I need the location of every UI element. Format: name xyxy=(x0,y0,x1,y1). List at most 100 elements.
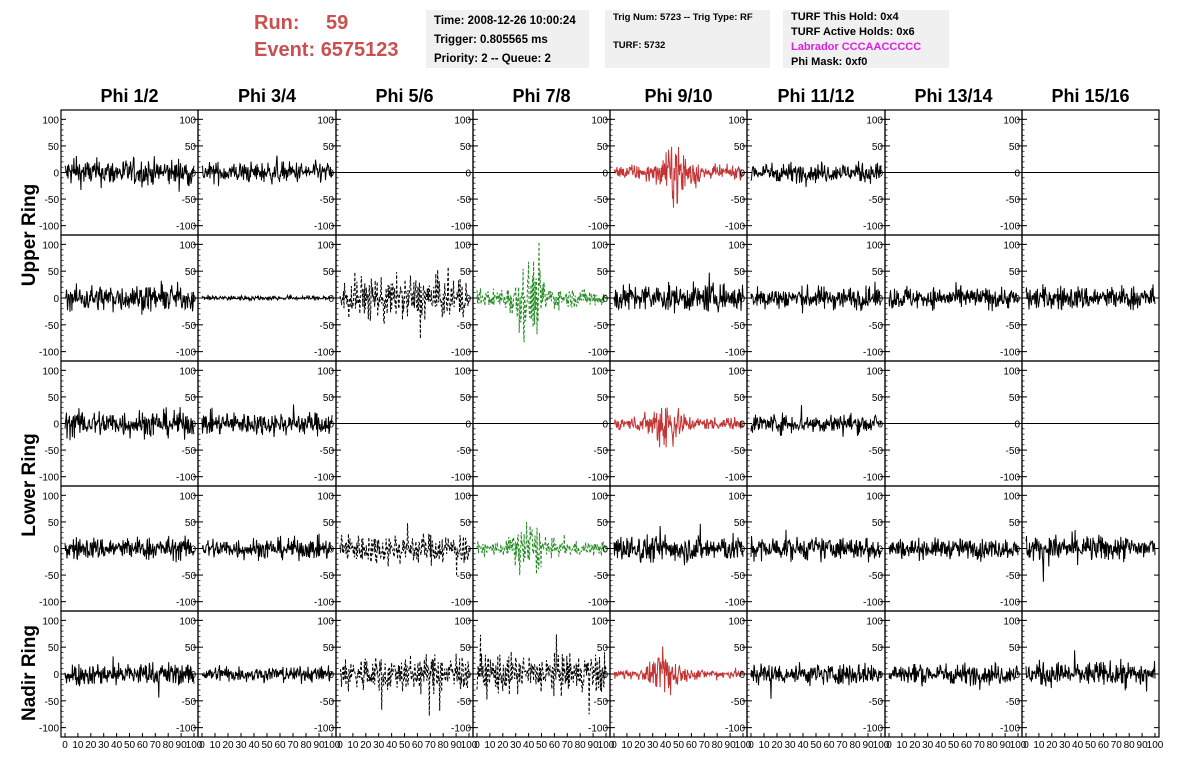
x-tick-label: 90 xyxy=(1000,740,1012,751)
y-tick-label: 50 xyxy=(460,393,472,404)
x-tick-label: 60 xyxy=(686,740,698,751)
x-tick-label: 60 xyxy=(274,740,286,751)
labrador-text: Labrador CCCAACCCCC xyxy=(791,41,922,53)
y-tick-label: -50 xyxy=(457,195,472,206)
y-tick-label: -50 xyxy=(182,321,197,332)
panel-r2-c3: 100 50 0 -50 -100 xyxy=(314,234,474,362)
x-tick-label: 10 xyxy=(758,740,770,751)
x-tick-label: 10 xyxy=(72,740,84,751)
y-tick-label: 50 xyxy=(323,643,335,654)
waveform-trace xyxy=(1025,284,1156,311)
y-tick-label: -50 xyxy=(45,446,60,457)
y-tick-label: -100 xyxy=(588,348,608,359)
y-tick-label: 0 xyxy=(602,169,608,180)
y-tick-label: -100 xyxy=(176,598,196,609)
x-tick-label: 90 xyxy=(176,740,188,751)
x-tick-label: 100 xyxy=(598,740,615,751)
y-tick-label: 100 xyxy=(317,240,334,251)
y-tick-label: 50 xyxy=(872,267,884,278)
y-tick-label: 50 xyxy=(1009,643,1021,654)
y-tick-label: 100 xyxy=(454,115,471,126)
waveform-trace xyxy=(476,241,607,343)
waveform-trace xyxy=(750,160,882,188)
y-tick-label: 0 xyxy=(328,294,334,305)
y-tick-label: -50 xyxy=(320,571,335,582)
y-tick-label: -50 xyxy=(869,195,884,206)
y-tick-label: -100 xyxy=(588,598,608,609)
y-tick-label: -100 xyxy=(451,473,471,484)
y-tick-label: 50 xyxy=(185,518,197,529)
panel-r4-c4: 100 50 0 -50 -100 xyxy=(451,485,611,612)
panel-r2-c2: 100 50 0 -50 -100 xyxy=(176,234,337,362)
y-tick-label: 0 xyxy=(190,169,196,180)
x-tick-label: 30 xyxy=(235,740,247,751)
y-tick-label: -100 xyxy=(39,473,59,484)
y-tick-label: 100 xyxy=(179,115,196,126)
y-tick-label: 50 xyxy=(185,267,197,278)
y-tick-label: -50 xyxy=(457,446,472,457)
y-tick-label: -50 xyxy=(869,697,884,708)
y-tick-label: 50 xyxy=(1009,518,1021,529)
panel-r1-c5: 100 50 0 -50 -100 xyxy=(588,109,748,236)
y-tick-label: 0 xyxy=(877,294,883,305)
y-tick-label: -100 xyxy=(725,724,745,735)
y-tick-label: 0 xyxy=(602,420,608,431)
waveform-trace xyxy=(888,537,1019,562)
y-tick-label: -50 xyxy=(594,697,609,708)
x-tick-label: 100 xyxy=(324,740,341,751)
y-tick-label: 100 xyxy=(728,115,745,126)
x-tick-label: 80 xyxy=(849,740,861,751)
y-tick-label: 100 xyxy=(454,366,471,377)
x-tick-label: 30 xyxy=(922,740,934,751)
x-tick-label: 90 xyxy=(588,740,600,751)
y-tick-label: 50 xyxy=(734,643,746,654)
x-tick-label: 40 xyxy=(935,740,947,751)
panel-r2-c8: 100 50 0 -50 -100 xyxy=(1000,234,1160,362)
waveform-trace xyxy=(888,282,1019,312)
y-tick-label: -100 xyxy=(39,598,59,609)
priority-text: Priority: 2 -- Queue: 2 xyxy=(434,53,551,65)
x-tick-label: 50 xyxy=(810,740,822,751)
panel-r2-c6: 100 50 0 -50 -100 xyxy=(725,234,886,362)
time-trigger-box: Time: 2008-12-26 10:00:24 Trigger: 0.805… xyxy=(426,10,589,68)
y-tick-label: 50 xyxy=(1009,267,1021,278)
y-tick-label: 100 xyxy=(179,366,196,377)
y-tick-label: -100 xyxy=(314,348,334,359)
y-tick-label: -100 xyxy=(176,222,196,233)
x-tick-label: 10 xyxy=(621,740,633,751)
y-tick-label: -50 xyxy=(45,571,60,582)
run-event-box: Run: 59 Event: 6575123 xyxy=(254,10,399,64)
y-tick-label: 0 xyxy=(465,670,471,681)
waveform-trace xyxy=(64,155,195,192)
y-tick-label: -100 xyxy=(176,724,196,735)
x-tick-label: 10 xyxy=(209,740,221,751)
x-tick-label: 10 xyxy=(896,740,908,751)
y-tick-label: 100 xyxy=(42,115,59,126)
y-tick-label: 50 xyxy=(597,142,609,153)
y-tick-label: 0 xyxy=(1014,420,1020,431)
y-tick-label: 0 xyxy=(328,420,334,431)
x-tick-label: 20 xyxy=(771,740,783,751)
x-tick-label: 60 xyxy=(823,740,835,751)
x-tick-label: 10 xyxy=(484,740,496,751)
x-tick-label: 70 xyxy=(1111,740,1123,751)
x-tick-label: 100 xyxy=(461,740,478,751)
x-tick-label: 90 xyxy=(451,740,463,751)
y-tick-label: 0 xyxy=(739,545,745,556)
x-tick-label: 90 xyxy=(1137,740,1149,751)
y-tick-label: 0 xyxy=(465,545,471,556)
y-tick-label: 100 xyxy=(42,366,59,377)
y-tick-label: 50 xyxy=(185,393,197,404)
y-tick-label: -100 xyxy=(588,222,608,233)
y-tick-label: 0 xyxy=(328,670,334,681)
y-tick-label: -50 xyxy=(320,195,335,206)
column-header-8: Phi 15/16 xyxy=(1051,86,1130,106)
y-tick-label: -100 xyxy=(1000,724,1020,735)
y-tick-label: 0 xyxy=(739,294,745,305)
x-tick-label: 30 xyxy=(98,740,110,751)
y-tick-label: -50 xyxy=(1006,321,1021,332)
y-tick-label: -50 xyxy=(182,697,197,708)
y-tick-label: -50 xyxy=(320,321,335,332)
waveform-trace xyxy=(888,661,1019,690)
x-tick-label: 60 xyxy=(961,740,973,751)
